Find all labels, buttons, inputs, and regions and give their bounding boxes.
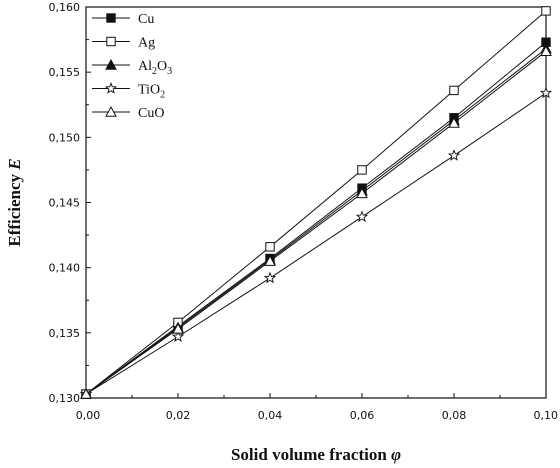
- x-tick-label: 0,10: [534, 409, 559, 422]
- series-line: [85, 10, 547, 395]
- series-tio2: [79, 86, 553, 400]
- series-line: [85, 48, 547, 395]
- legend-label: Ag: [138, 36, 155, 51]
- legend-marker: [105, 105, 117, 117]
- x-tick-label: 0,08: [442, 409, 467, 422]
- legend-label: Cu: [138, 12, 154, 27]
- y-tick-label: 0,140: [49, 262, 81, 275]
- x-tick-label: 0,04: [258, 409, 283, 422]
- x-axis-title: Solid volume fraction φ: [231, 445, 401, 464]
- y-tick-label: 0,155: [49, 66, 81, 79]
- data-point: [171, 330, 185, 342]
- x-tick-label: 0,00: [76, 409, 101, 422]
- data-point: [447, 149, 461, 161]
- legend: Cu Ag Al2O3 TiO2 CuO: [92, 12, 172, 121]
- data-point: [541, 6, 551, 16]
- data-point: [448, 116, 460, 128]
- data-point: [263, 271, 277, 284]
- data-point: [356, 187, 368, 199]
- data-point: [172, 322, 184, 334]
- data-point: [539, 86, 553, 99]
- x-tick-label: 0,06: [350, 409, 375, 422]
- data-point: [357, 165, 367, 175]
- series-line: [85, 92, 547, 395]
- legend-marker: [104, 82, 118, 94]
- series-line: [85, 50, 547, 395]
- data-point: [264, 255, 276, 266]
- data-point: [80, 388, 92, 399]
- legend-marker: [106, 13, 116, 23]
- legend-label: TiO2: [138, 83, 165, 101]
- x-axis: 0,00 0,02 0,04 0,06 0,08 0,10: [76, 393, 558, 422]
- series-layer: [79, 6, 553, 400]
- y-tick-label: 0,130: [49, 392, 81, 405]
- legend-marker: [105, 58, 117, 70]
- data-point: [449, 85, 459, 96]
- y-tick-label: 0,145: [49, 197, 81, 210]
- y-tick-label: 0,160: [49, 1, 81, 14]
- data-point: [540, 45, 552, 57]
- data-point: [265, 242, 275, 252]
- y-axis: 0,130 0,135 0,140 0,145 0,150 0,155 0,160: [49, 1, 91, 405]
- y-axis-title: Efficiency E: [5, 158, 24, 246]
- x-tick-label: 0,02: [166, 409, 191, 422]
- data-point: [355, 210, 369, 223]
- legend-label: Al2O3: [138, 59, 172, 77]
- y-tick-label: 0,135: [49, 327, 81, 340]
- series-cuo: [80, 45, 552, 399]
- legend-label: CuO: [138, 106, 164, 121]
- y-tick-label: 0,150: [49, 131, 81, 144]
- legend-marker: [106, 36, 116, 47]
- series-line: [85, 41, 547, 395]
